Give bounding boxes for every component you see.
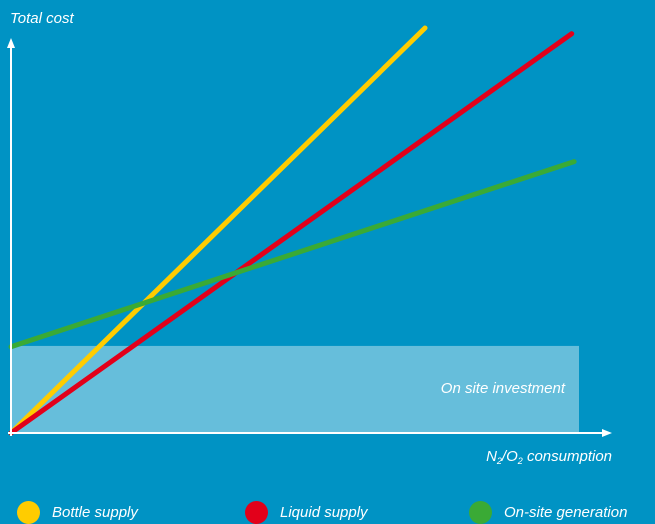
y-axis-title: Total cost (10, 10, 74, 27)
x-axis-title-sub-1: 2 (496, 456, 502, 466)
x-axis-title-sub-2: 2 (517, 456, 523, 466)
legend-item-liquid-supply: Liquid supply (245, 500, 368, 524)
legend-label: Bottle supply (52, 503, 138, 521)
on-site-investment-label: On site investment (440, 380, 565, 397)
on-site-investment-region (11, 345, 579, 433)
x-axis-title-consumption: consumption (522, 448, 612, 465)
bottle-supply-dot-icon (17, 500, 40, 524)
x-axis-title: N2/O2 consumption (486, 448, 612, 466)
series-layer (8, 25, 577, 436)
legend-item-bottle-supply: Bottle supply (17, 500, 138, 524)
series-line-bottle-supply (8, 25, 428, 436)
legend-label: On-site generation (504, 503, 628, 521)
x-axis-arrow (602, 429, 612, 437)
series-line-on-site-generation (8, 159, 577, 350)
legend-item-on-site-generation: On-site generation (469, 500, 627, 524)
series-line-liquid-supply (8, 31, 575, 436)
x-axis-title-o: /O (501, 448, 518, 465)
legend-label: Liquid supply (280, 503, 368, 521)
liquid-supply-dot-icon (245, 500, 268, 524)
y-axis-arrow (7, 38, 15, 48)
x-axis-title-n: N (486, 448, 497, 465)
on-site-generation-dot-icon (469, 500, 492, 524)
